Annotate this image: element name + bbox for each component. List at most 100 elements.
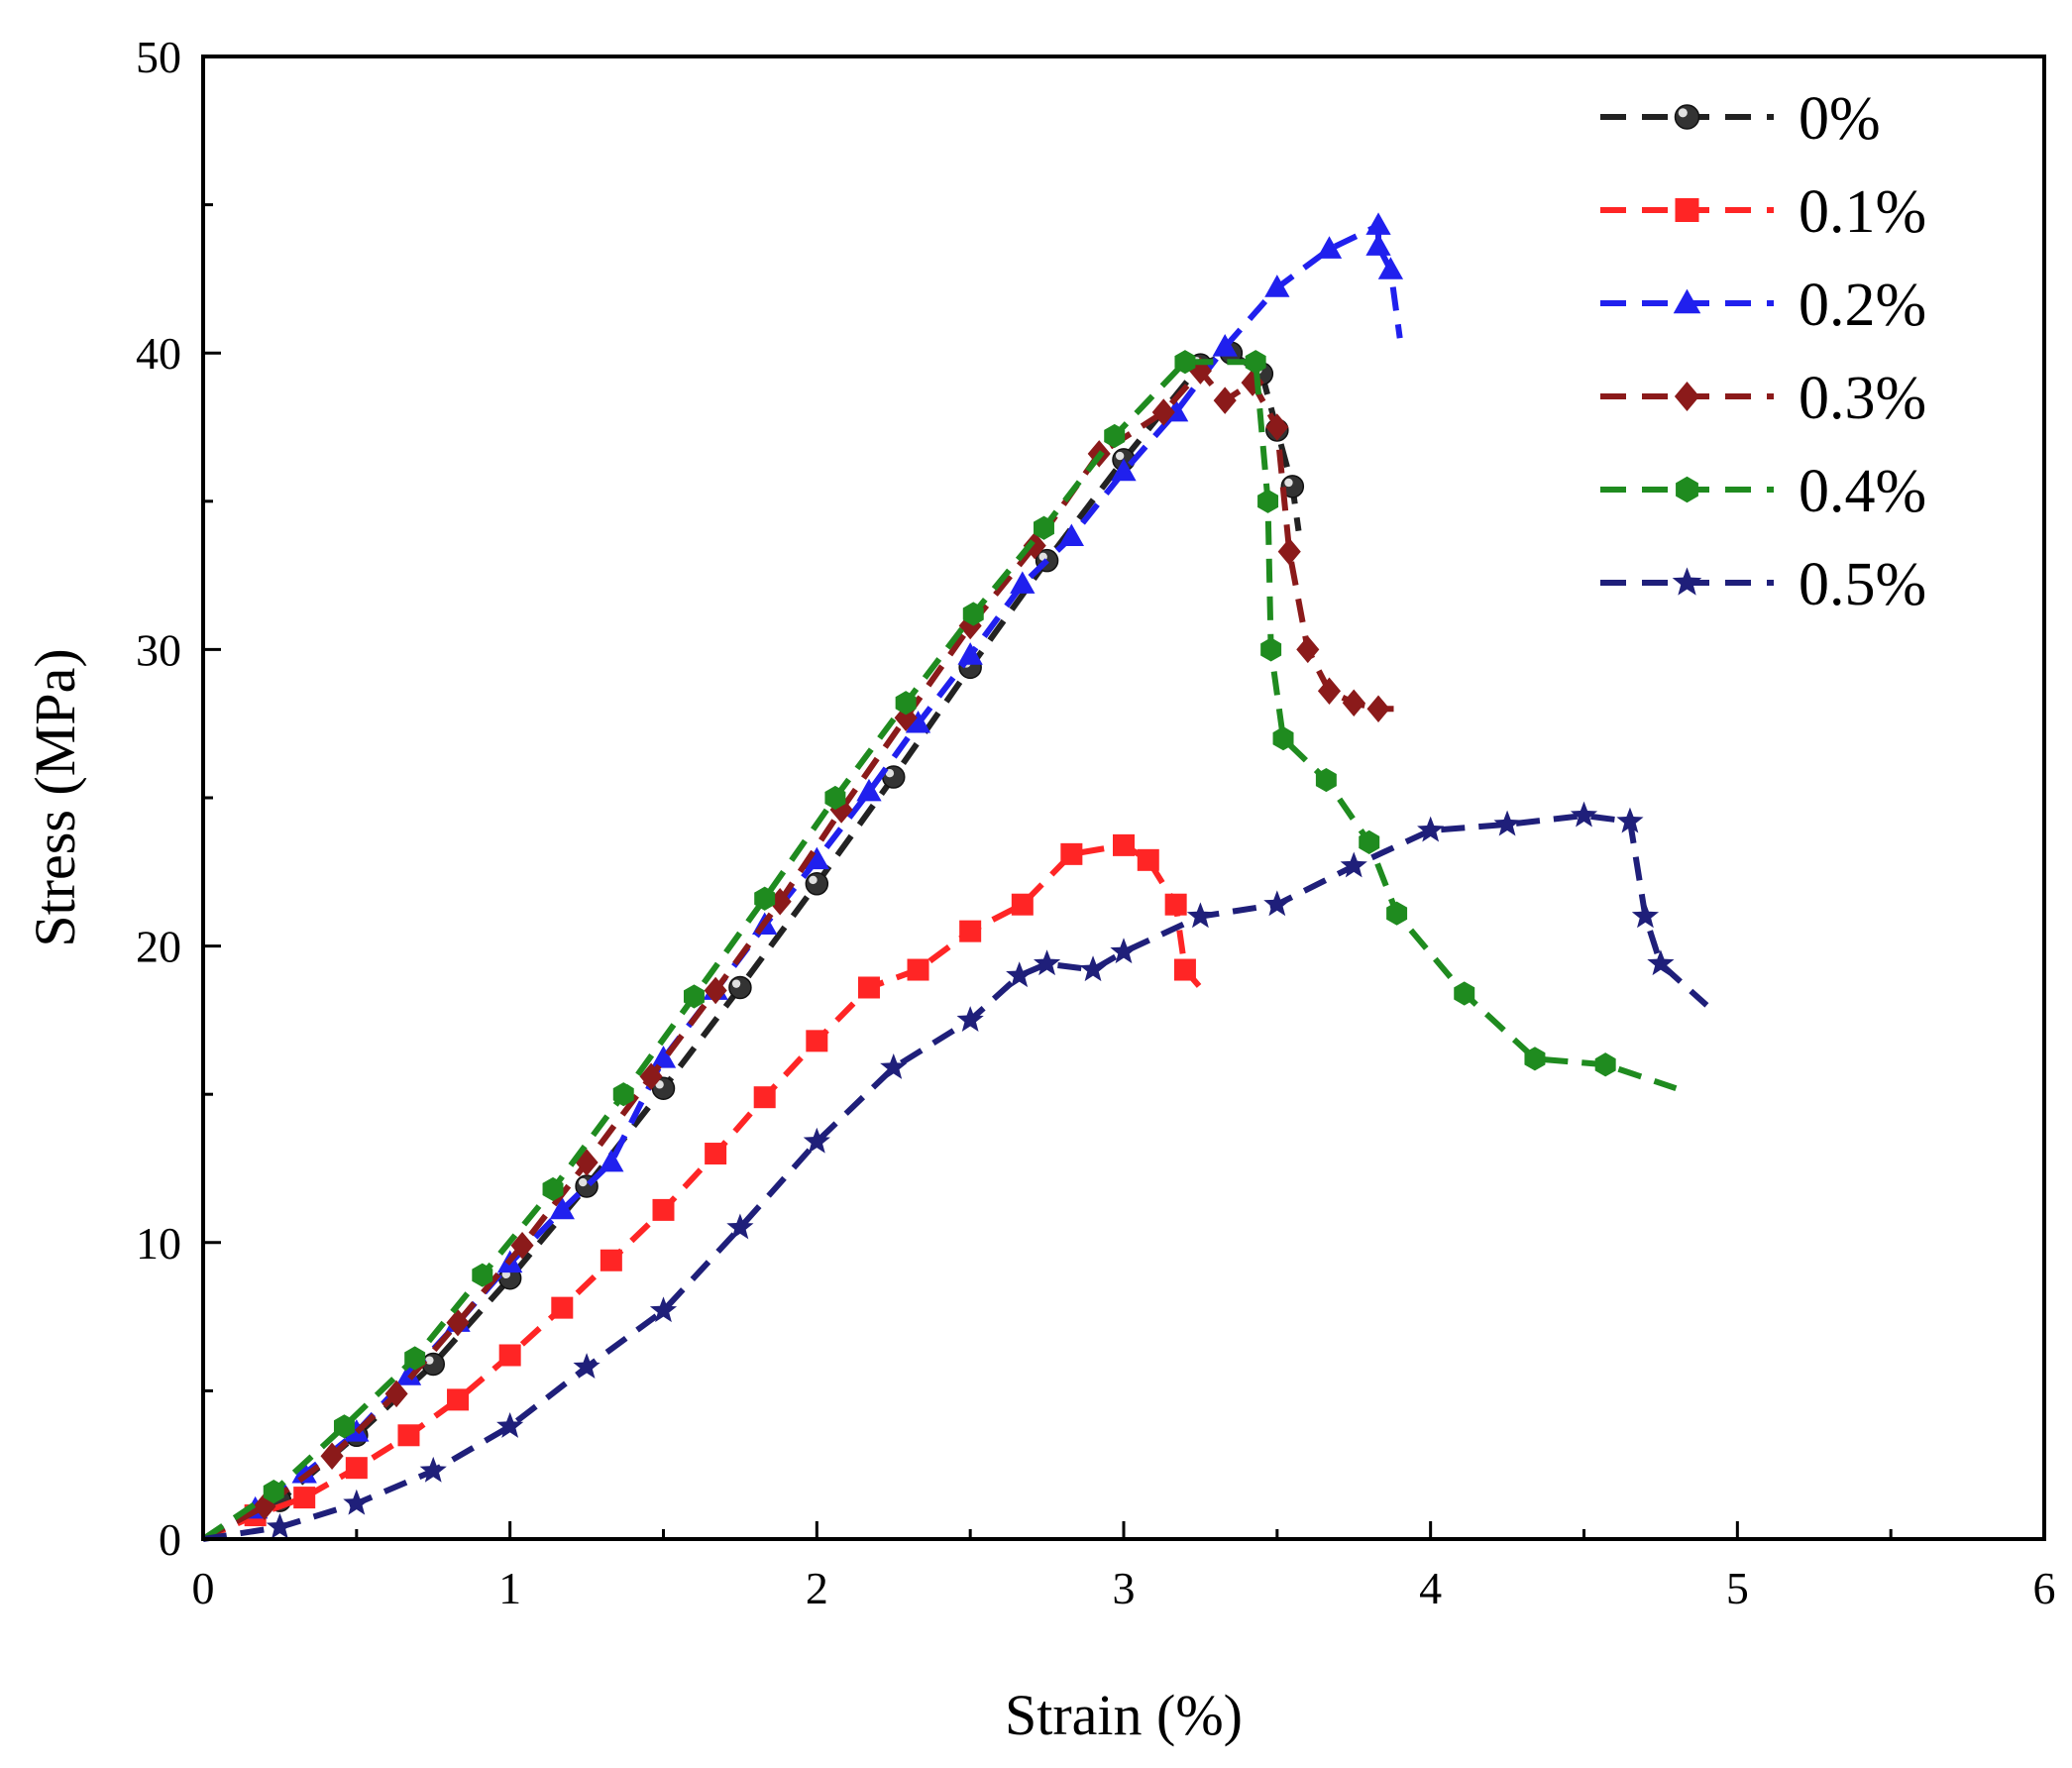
legend-item: 0.5% xyxy=(1600,551,1926,618)
data-point-0-2pct xyxy=(1010,571,1036,594)
data-point-0-4pct xyxy=(1272,726,1294,751)
data-point-0-1pct xyxy=(1011,893,1034,916)
data-point-0-3pct xyxy=(320,1442,344,1470)
data-point-0-2pct xyxy=(291,1460,317,1484)
data-point-0-5pct xyxy=(1493,810,1521,836)
data-point-0-4pct xyxy=(1524,1047,1546,1071)
y-tick-label: 40 xyxy=(136,328,181,379)
data-point-0-5pct xyxy=(803,1127,830,1154)
data-point-0-2pct xyxy=(599,1149,624,1172)
series-line-0-3pct xyxy=(201,368,1394,1542)
data-point-0-1pct xyxy=(345,1457,368,1480)
data-point-0-3pct xyxy=(704,976,727,1005)
data-point-0-5pct xyxy=(726,1213,754,1240)
x-tick-label: 4 xyxy=(1419,1563,1442,1613)
data-point-0-3pct xyxy=(1151,398,1175,426)
x-tick-label: 6 xyxy=(2033,1563,2056,1613)
data-point-0pct xyxy=(728,975,752,1000)
legend-marker xyxy=(1674,104,1700,130)
legend-marker xyxy=(1674,382,1700,411)
series-0-4pct xyxy=(201,350,1678,1542)
data-point-0-1pct xyxy=(1137,848,1159,871)
data-point-0-4pct xyxy=(472,1263,493,1287)
data-point-0-1pct xyxy=(907,958,929,981)
data-point-0-5pct xyxy=(1006,961,1034,988)
series-line-0-4pct xyxy=(201,359,1678,1542)
data-point-0-5pct xyxy=(1570,801,1598,828)
data-point-0-4pct xyxy=(1174,350,1196,375)
data-point-0-2pct xyxy=(1264,275,1290,297)
data-point-0-2pct xyxy=(1316,236,1343,259)
data-point-0pct xyxy=(1280,475,1305,498)
data-point-0-4pct xyxy=(1257,489,1279,513)
data-point-0pct xyxy=(1112,448,1136,472)
data-point-0-1pct xyxy=(293,1487,316,1509)
data-point-0-5pct xyxy=(1263,890,1291,917)
data-point-0-5pct xyxy=(1417,816,1445,842)
data-point-0-1pct xyxy=(1164,893,1187,916)
data-point-0-5pct xyxy=(956,1006,984,1032)
y-tick-label: 10 xyxy=(136,1218,181,1269)
legend-item: 0.2% xyxy=(1600,272,1926,339)
data-point-0-1pct xyxy=(1173,958,1196,981)
x-tick-label: 3 xyxy=(1113,1563,1136,1613)
data-point-0-2pct xyxy=(804,846,829,870)
legend-label: 0.4% xyxy=(1799,458,1926,525)
data-point-0-3pct xyxy=(1317,677,1342,706)
data-point-0-3pct xyxy=(1277,537,1301,566)
data-point-0-4pct xyxy=(1454,981,1475,1006)
data-point-0-2pct xyxy=(395,1363,422,1385)
legend-label: 0% xyxy=(1799,85,1881,153)
data-point-0-3pct xyxy=(1296,635,1320,664)
data-point-0-3pct xyxy=(510,1232,534,1260)
legend: 0% 0.1% 0.2% 0.3% 0.4% 0.5% xyxy=(1600,85,1926,618)
data-point-0-4pct xyxy=(754,886,776,911)
legend-label: 0.2% xyxy=(1799,272,1926,339)
data-point-0-1pct xyxy=(652,1198,675,1221)
data-point-0-4pct xyxy=(1260,637,1282,662)
data-point-0-5pct xyxy=(1110,938,1138,964)
tick-layer: 0 1 2 3 4 5 6 0 10 20 30 40 50 xyxy=(136,32,2056,1613)
data-point-0-3pct xyxy=(1366,695,1390,722)
data-point-0-1pct xyxy=(1113,833,1135,856)
data-point-0-5pct xyxy=(649,1296,678,1323)
data-point-0-4pct xyxy=(1104,423,1126,449)
legend-marker xyxy=(1676,476,1698,503)
x-tick-label: 0 xyxy=(192,1563,215,1613)
data-point-0-5pct xyxy=(343,1489,371,1515)
x-axis-label: Strain (%) xyxy=(1005,1683,1243,1747)
data-point-0-3pct xyxy=(253,1492,276,1520)
series-line-0-2pct xyxy=(201,222,1403,1542)
legend-marker xyxy=(1675,198,1699,222)
legend-item: 0.1% xyxy=(1600,178,1926,246)
data-point-0-1pct xyxy=(447,1388,470,1411)
x-tick-label: 2 xyxy=(806,1563,828,1613)
data-point-0-2pct xyxy=(1212,334,1238,357)
data-point-0-4pct xyxy=(1245,350,1266,375)
data-point-0-1pct xyxy=(397,1424,420,1447)
data-point-0-3pct xyxy=(384,1380,408,1408)
data-point-0-1pct xyxy=(498,1344,521,1367)
data-point-0-2pct xyxy=(856,778,882,802)
legend-label: 0.1% xyxy=(1799,178,1926,246)
data-point-0-4pct xyxy=(1034,515,1054,540)
data-point-0-2pct xyxy=(905,711,931,733)
legend-label: 0.5% xyxy=(1799,551,1926,618)
data-point-0-3pct xyxy=(768,887,792,916)
data-point-0-3pct xyxy=(1213,387,1237,414)
data-point-0-4pct xyxy=(683,984,705,1009)
data-point-0-2pct xyxy=(1365,233,1391,256)
data-point-0-5pct xyxy=(1631,902,1660,929)
data-point-0-5pct xyxy=(1647,949,1675,976)
data-point-0-4pct xyxy=(895,691,917,716)
data-point-0-5pct xyxy=(1340,851,1367,878)
data-point-0-2pct xyxy=(1365,212,1391,235)
data-point-0-4pct xyxy=(263,1480,284,1504)
data-point-0pct xyxy=(805,872,829,896)
data-point-0-5pct xyxy=(880,1052,908,1079)
legend-label: 0.3% xyxy=(1799,365,1926,432)
data-point-0-4pct xyxy=(962,602,984,626)
legend-marker xyxy=(1673,288,1701,314)
data-point-0-1pct xyxy=(600,1249,622,1271)
